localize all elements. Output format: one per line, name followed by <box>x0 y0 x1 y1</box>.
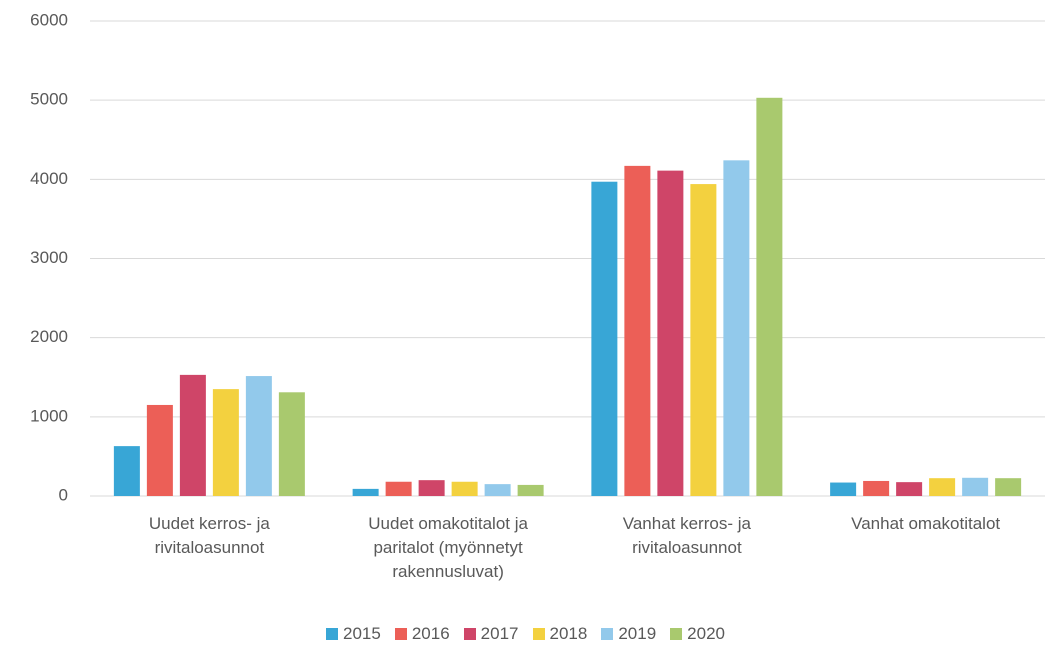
legend-swatch <box>463 628 476 640</box>
legend-item: 2015 <box>326 624 381 644</box>
legend-swatch <box>394 628 407 640</box>
legend-label: 2015 <box>343 624 381 643</box>
legend-swatch <box>601 628 614 640</box>
bar <box>863 480 890 496</box>
y-tick-label: 6000 <box>30 10 68 29</box>
bar <box>929 478 956 496</box>
bar <box>517 484 544 496</box>
y-tick-label: 4000 <box>30 169 68 188</box>
bar <box>278 392 305 496</box>
legend-item: 2019 <box>601 624 656 644</box>
x-tick-label: Uudet kerros- ja rivitaloasunnot <box>148 514 270 557</box>
legend-label: 2020 <box>687 624 725 643</box>
x-tick-label: Vanhat omakotitalot <box>851 514 1001 533</box>
bar <box>962 477 989 496</box>
bar <box>690 184 717 497</box>
bar <box>385 481 412 496</box>
bar <box>723 160 750 497</box>
y-tick-label: 5000 <box>30 90 68 109</box>
legend-item: 2017 <box>463 624 519 644</box>
bar <box>352 488 379 496</box>
bar <box>756 97 783 497</box>
bar <box>146 404 173 496</box>
bar <box>591 181 618 497</box>
legend-item: 2018 <box>532 624 588 644</box>
bar <box>657 170 684 496</box>
bar <box>113 446 140 496</box>
legend-label: 2019 <box>618 624 657 643</box>
bar <box>484 484 511 496</box>
legend-item: 2016 <box>394 624 450 644</box>
bar <box>179 374 206 496</box>
legend-swatch <box>326 628 339 640</box>
legend: 2015 2016 2017 2018 2019 2020 <box>0 624 1051 644</box>
bar <box>624 165 651 496</box>
legend-label: 2017 <box>480 624 519 643</box>
legend-item: 2020 <box>670 624 725 644</box>
legend-label: 2018 <box>549 624 588 643</box>
x-tick-label: Uudet omakotitalot ja paritalot (myönnet… <box>368 514 528 581</box>
legend-swatch <box>670 628 683 640</box>
x-tick-label: Vanhat kerros- ja rivitaloasunnot <box>622 514 751 557</box>
bar <box>451 481 478 496</box>
bar <box>896 482 923 496</box>
y-tick-label: 1000 <box>30 406 68 425</box>
bar <box>245 376 272 496</box>
bar <box>212 389 239 496</box>
y-tick-label: 2000 <box>30 327 68 346</box>
legend-swatch <box>532 628 545 640</box>
bar <box>418 480 445 496</box>
bar <box>830 482 857 496</box>
bar <box>995 478 1022 496</box>
legend-label: 2016 <box>411 624 450 643</box>
y-tick-label: 3000 <box>30 248 68 267</box>
y-tick-label: 0 <box>59 485 68 504</box>
